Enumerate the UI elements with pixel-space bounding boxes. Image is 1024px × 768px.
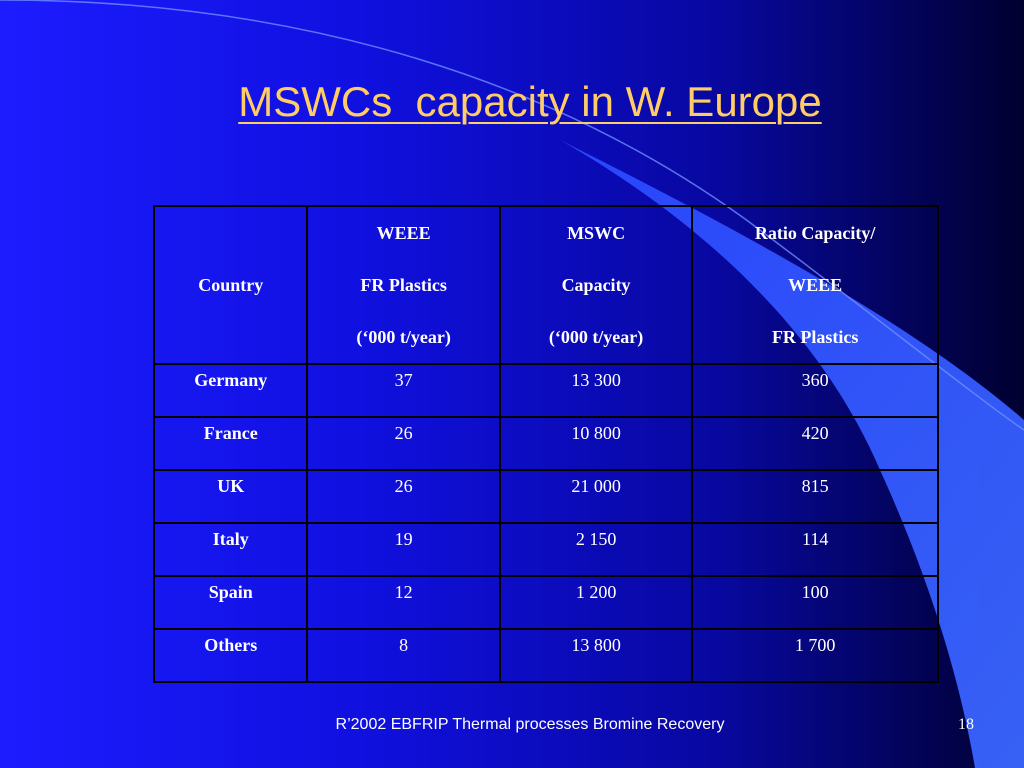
header-ratio-line-3: FR Plastics (771, 327, 859, 347)
header-ratio: Ratio Capacity/ WEEE FR Plastics (691, 205, 939, 365)
mswc-cell: 13 300 (498, 363, 694, 418)
page-number: 18 (958, 716, 974, 733)
weee-cell: 12 (306, 575, 501, 630)
country-cell: Others (152, 628, 309, 683)
header-country-line: Country (198, 275, 264, 295)
ratio-cell: 100 (691, 575, 939, 630)
table-row: UK 26 21 000 815 (152, 469, 939, 524)
header-ratio-line-2: WEEE (788, 275, 843, 295)
ratio-cell: 420 (691, 416, 939, 471)
mswc-cell: 21 000 (498, 469, 694, 524)
table-row: France 26 10 800 420 (152, 416, 939, 471)
ratio-cell: 114 (691, 522, 939, 577)
weee-cell: 26 (306, 416, 501, 471)
ratio-cell: 1 700 (691, 628, 939, 683)
weee-cell: 26 (306, 469, 501, 524)
country-cell: UK (152, 469, 309, 524)
header-mswc-line-3: (‘000 t/year) (548, 327, 644, 347)
weee-cell: 37 (306, 363, 501, 418)
table-header-row: Country WEEE FR Plastics (‘000 t/year) M… (152, 205, 939, 365)
table-row: Italy 19 2 150 114 (152, 522, 939, 577)
header-weee-line-3: (‘000 t/year) (356, 327, 451, 347)
country-cell: Germany (152, 363, 309, 418)
swoosh-line (0, 0, 1024, 431)
mswc-cell: 13 800 (498, 628, 694, 683)
table-row: Spain 12 1 200 100 (152, 575, 939, 630)
table-row: Others 8 13 800 1 700 (152, 628, 939, 683)
ratio-cell: 360 (691, 363, 939, 418)
ratio-cell: 815 (691, 469, 939, 524)
country-cell: Spain (152, 575, 309, 630)
mswc-cell: 2 150 (498, 522, 694, 577)
weee-cell: 19 (306, 522, 501, 577)
mswc-cell: 10 800 (498, 416, 694, 471)
header-mswc: MSWC Capacity (‘000 t/year) (498, 205, 694, 365)
mswc-cell: 1 200 (498, 575, 694, 630)
header-weee: WEEE FR Plastics (‘000 t/year) (306, 205, 501, 365)
header-mswc-line-1: MSWC (567, 223, 626, 243)
header-weee-line-1: WEEE (376, 223, 431, 243)
slide-title: MSWCs capacity in W. Europe (238, 78, 822, 125)
header-ratio-line-1: Ratio Capacity/ (754, 223, 876, 243)
country-cell: France (152, 416, 309, 471)
header-country: Country (152, 205, 309, 365)
capacity-table: Country WEEE FR Plastics (‘000 t/year) M… (152, 205, 939, 683)
header-weee-line-2: FR Plastics (360, 275, 447, 295)
weee-cell: 8 (306, 628, 501, 683)
country-cell: Italy (152, 522, 309, 577)
header-mswc-line-2: Capacity (561, 275, 631, 295)
slide-footer: R’2002 EBFRIP Thermal processes Bromine … (335, 716, 725, 733)
table-row: Germany 37 13 300 360 (152, 363, 939, 418)
